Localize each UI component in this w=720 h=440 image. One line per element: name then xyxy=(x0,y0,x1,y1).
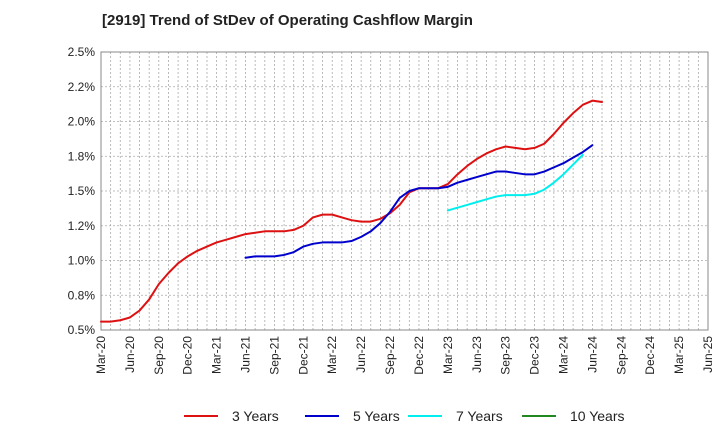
x-tick-label: Sep-23 xyxy=(499,336,513,375)
x-tick-label: Jun-22 xyxy=(354,336,368,373)
plot-frame xyxy=(100,51,709,331)
x-tick-label: Dec-22 xyxy=(412,336,426,375)
legend-swatch xyxy=(305,415,339,417)
x-tick-label: Dec-20 xyxy=(181,336,195,375)
x-tick-label: Jun-23 xyxy=(470,336,484,373)
x-tick-label: Dec-21 xyxy=(296,336,310,375)
x-tick-label: Mar-25 xyxy=(672,336,686,374)
legend-swatch xyxy=(408,415,442,417)
y-tick-label: 2.2% xyxy=(68,80,96,94)
x-tick-label: Mar-20 xyxy=(94,336,108,374)
x-tick-label: Mar-21 xyxy=(210,336,224,374)
legend-label: 7 Years xyxy=(456,408,503,424)
legend-swatch xyxy=(184,415,218,417)
series-layer xyxy=(100,99,604,323)
y-tick-label: 2.0% xyxy=(68,115,96,129)
y-tick-label: 1.2% xyxy=(68,219,96,233)
x-tick-label: Dec-24 xyxy=(643,336,657,375)
x-tick-label: Mar-23 xyxy=(441,336,455,374)
x-axis-ticks: Mar-20 Jun-20 Sep-20 Dec-20 Mar-21 Jun-21 Sep-… xyxy=(94,336,715,375)
x-tick-label: Sep-24 xyxy=(614,336,628,375)
x-tick-label: Sep-20 xyxy=(152,336,166,375)
y-axis-ticks: 0.5% 0.8% 1.0% 1.2% 1.5% 1.8% 2.0% 2.2% 2.5% xyxy=(68,45,96,337)
x-tick-label: Sep-21 xyxy=(267,336,281,375)
y-tick-label: 1.5% xyxy=(68,184,96,198)
x-tick-label: Mar-24 xyxy=(556,336,570,374)
legend: 3 Years 5 Years 7 Years 10 Years xyxy=(0,404,720,428)
legend-item-7-years: 7 Years xyxy=(408,404,503,428)
x-tick-label: Jun-21 xyxy=(239,336,253,373)
chart-title: [2919] Trend of StDev of Operating Cashf… xyxy=(102,12,473,29)
y-tick-label: 1.8% xyxy=(68,149,96,163)
x-tick-label: Sep-22 xyxy=(383,336,397,375)
x-tick-label: Dec-23 xyxy=(528,336,542,375)
x-tick-label: Mar-22 xyxy=(325,336,339,374)
legend-label: 10 Years xyxy=(570,408,625,424)
legend-swatch xyxy=(522,415,556,417)
y-tick-label: 0.8% xyxy=(68,288,96,302)
y-tick-label: 2.5% xyxy=(68,45,96,59)
x-tick-label: Jun-25 xyxy=(701,336,715,373)
legend-item-10-years: 10 Years xyxy=(522,404,625,428)
series-line-3-years xyxy=(100,99,604,323)
x-tick-label: Jun-20 xyxy=(123,336,137,373)
x-tick-label: Jun-24 xyxy=(585,336,599,373)
legend-label: 3 Years xyxy=(232,408,279,424)
grid xyxy=(101,52,708,330)
y-tick-label: 0.5% xyxy=(68,323,96,337)
series-line-5-years xyxy=(244,144,594,259)
legend-item-5-years: 5 Years xyxy=(305,404,400,428)
legend-label: 5 Years xyxy=(353,408,400,424)
series-line-7-years xyxy=(446,153,584,212)
legend-item-3-years: 3 Years xyxy=(184,404,279,428)
y-tick-label: 1.0% xyxy=(68,254,96,268)
